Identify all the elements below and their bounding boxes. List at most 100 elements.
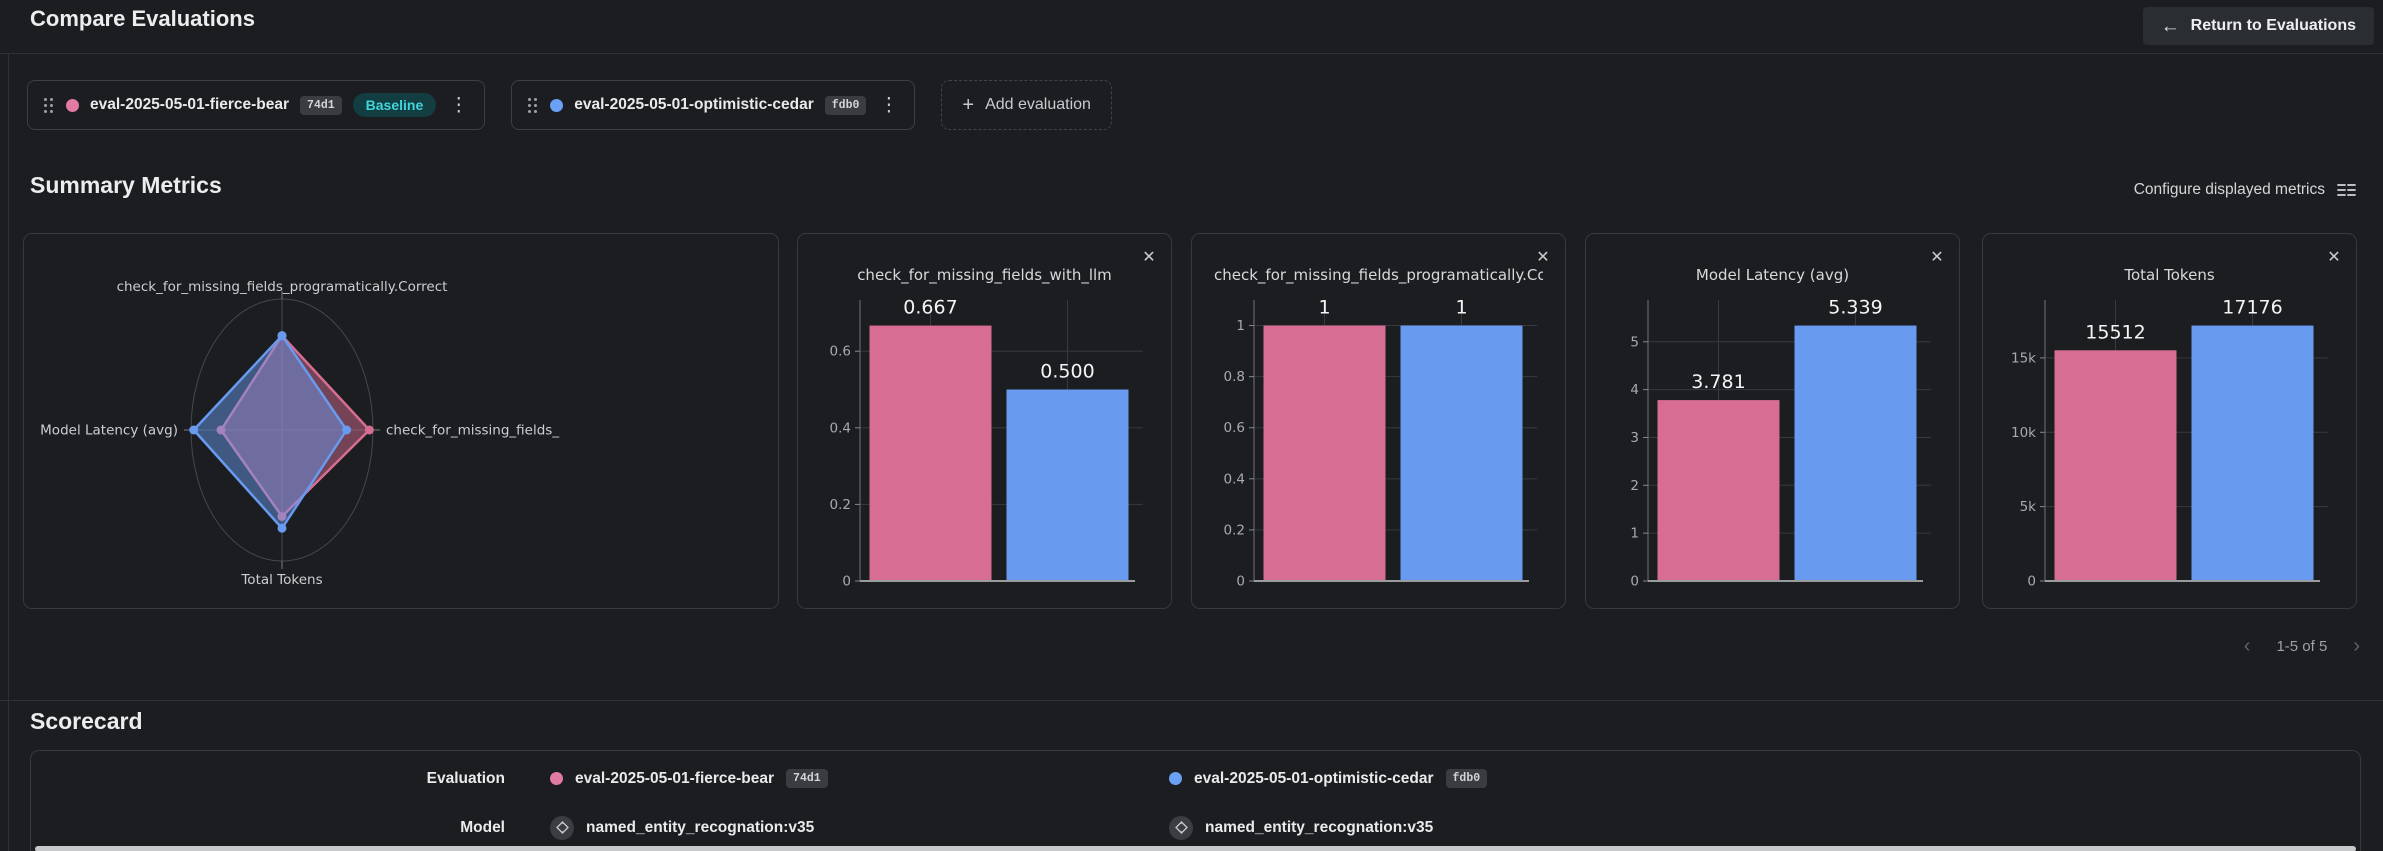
scorecard-model-cell[interactable]: named_entity_recognation:v35 <box>1169 815 1434 840</box>
arrow-left-icon: ← <box>2160 15 2180 37</box>
horizontal-scrollbar[interactable] <box>35 846 2356 851</box>
svg-text:0.500: 0.500 <box>1040 361 1094 383</box>
svg-text:1: 1 <box>1318 297 1330 319</box>
svg-text:1: 1 <box>1630 526 1639 542</box>
left-rail-divider <box>8 53 9 851</box>
eval-hash-badge: 74d1 <box>786 769 828 788</box>
scorecard-model-cell[interactable]: named_entity_recognation:v35 <box>505 815 1169 840</box>
plus-icon: + <box>962 94 975 116</box>
model-icon <box>1169 815 1193 840</box>
svg-text:5k: 5k <box>2020 499 2037 515</box>
svg-text:10k: 10k <box>2011 425 2036 441</box>
eval-hash-badge: 74d1 <box>300 95 342 115</box>
evaluation-pill-baseline[interactable]: eval-2025-05-01-fierce-bear 74d1 Baselin… <box>27 80 486 130</box>
configure-metrics-icon <box>2337 184 2356 196</box>
svg-text:15512: 15512 <box>2085 321 2145 343</box>
return-to-evaluations-button[interactable]: ← Return to Evaluations <box>2142 7 2374 45</box>
chart-title: Model Latency (avg) <box>1695 266 1850 284</box>
scorecard-eval-cell[interactable]: eval-2025-05-01-fierce-bear 74d1 <box>505 769 1169 788</box>
scorecard-eval-cell[interactable]: eval-2025-05-01-optimistic-cedar fdb0 <box>1169 769 1488 788</box>
eval-color-dot <box>550 772 563 785</box>
eval-color-dot <box>1169 772 1182 785</box>
model-name: named_entity_recognation:v35 <box>1205 818 1434 836</box>
summary-card-metric: Total Tokens ✕ 0 5k 10k 15k 15512 17176 <box>1982 233 2357 609</box>
summary-pagination: ‹ 1-5 of 5 › <box>2244 636 2360 656</box>
evaluation-pill-comparison[interactable]: eval-2025-05-01-optimistic-cedar fdb0 ⋮ <box>511 80 916 130</box>
close-icon[interactable]: ✕ <box>1927 248 1947 268</box>
scorecard-divider <box>0 700 2383 701</box>
kebab-menu-icon[interactable]: ⋮ <box>449 94 469 116</box>
svg-text:4: 4 <box>1630 382 1639 398</box>
eval-name: eval-2025-05-01-fierce-bear <box>575 769 775 787</box>
scorecard-row-evaluation: Evaluation eval-2025-05-01-fierce-bear 7… <box>31 754 2360 803</box>
svg-text:check_for_missing_fields_: check_for_missing_fields_ <box>386 423 559 439</box>
scorecard-title: Scorecard <box>30 708 143 734</box>
svg-text:3.781: 3.781 <box>1691 371 1745 393</box>
svg-text:0.2: 0.2 <box>830 497 851 513</box>
svg-text:check_for_missing_fields_progr: check_for_missing_fields_programatically… <box>117 279 448 295</box>
svg-text:5.339: 5.339 <box>1828 297 1882 319</box>
kebab-menu-icon[interactable]: ⋮ <box>879 94 899 116</box>
eval-name: eval-2025-05-01-optimistic-cedar <box>1194 769 1434 787</box>
pagination-label: 1-5 of 5 <box>2276 637 2328 655</box>
chevron-left-icon[interactable]: ‹ <box>2243 635 2251 657</box>
summary-card-radar: check_for_missing_fields_programatically… <box>23 233 779 609</box>
svg-text:0: 0 <box>842 574 851 590</box>
chevron-right-icon[interactable]: › <box>2353 635 2360 657</box>
eval-name: eval-2025-05-01-optimistic-cedar <box>574 96 814 113</box>
svg-text:Model Latency (avg): Model Latency (avg) <box>40 423 178 439</box>
drag-handle-icon[interactable] <box>526 96 539 115</box>
summary-card-metric: Model Latency (avg) ✕ 0 1 2 3 4 5 3.781 5.339 <box>1585 233 1960 609</box>
bar-chart: 0 1 2 3 4 5 3.781 5.339 <box>1630 297 1931 590</box>
eval-color-dot <box>66 98 79 112</box>
bar-chart: 0 5k 10k 15k 15512 17176 <box>2011 297 2328 590</box>
svg-text:0: 0 <box>2027 574 2036 590</box>
svg-text:0.6: 0.6 <box>830 344 851 360</box>
close-icon[interactable]: ✕ <box>2324 248 2344 268</box>
configure-displayed-metrics-button[interactable]: Configure displayed metrics <box>2128 180 2362 200</box>
svg-text:1: 1 <box>1455 297 1467 319</box>
close-icon[interactable]: ✕ <box>1533 248 1553 268</box>
evaluation-pill-row: eval-2025-05-01-fierce-bear 74d1 Baselin… <box>27 80 1112 130</box>
svg-text:15k: 15k <box>2011 350 2036 366</box>
svg-text:0: 0 <box>1630 574 1639 590</box>
svg-text:0: 0 <box>1236 574 1245 590</box>
eval-color-dot <box>550 98 564 112</box>
svg-text:0.6: 0.6 <box>1224 420 1245 436</box>
chart-title: check_for_missing_fields_programatically… <box>1214 266 1543 284</box>
svg-text:0.8: 0.8 <box>1224 369 1245 385</box>
summary-card-metric: check_for_missing_fields_with_llm ✕ 0 0.2… <box>797 233 1172 609</box>
return-button-label: Return to Evaluations <box>2190 17 2356 34</box>
baseline-badge: Baseline <box>352 93 437 117</box>
chart-title: check_for_missing_fields_with_llm <box>857 266 1112 284</box>
eval-hash-badge: fdb0 <box>824 95 867 115</box>
chart-title: Total Tokens <box>2124 266 2215 284</box>
svg-text:1: 1 <box>1236 318 1245 334</box>
bar-chart: 0 0.2 0.4 0.6 0.667 0.500 <box>830 297 1143 590</box>
svg-text:0.4: 0.4 <box>830 420 851 436</box>
svg-text:3: 3 <box>1630 430 1639 446</box>
radar-chart: check_for_missing_fields_programatically… <box>40 279 559 588</box>
add-evaluation-label: Add evaluation <box>985 96 1091 113</box>
close-icon[interactable]: ✕ <box>1139 248 1159 268</box>
svg-text:5: 5 <box>1630 334 1639 350</box>
bar-chart: 0 0.2 0.4 0.6 0.8 1 1 1 <box>1224 297 1537 590</box>
scorecard-table: Evaluation eval-2025-05-01-fierce-bear 7… <box>30 750 2361 851</box>
model-name: named_entity_recognation:v35 <box>586 818 815 836</box>
drag-handle-icon[interactable] <box>42 96 55 115</box>
model-icon <box>550 815 574 840</box>
summary-metrics-title: Summary Metrics <box>30 172 222 198</box>
svg-text:0.2: 0.2 <box>1224 522 1245 538</box>
svg-text:Total Tokens: Total Tokens <box>240 572 322 588</box>
row-label: Evaluation <box>426 769 505 787</box>
eval-hash-badge: fdb0 <box>1445 769 1488 788</box>
row-label: Model <box>460 818 505 836</box>
summary-card-metric: check_for_missing_fields_programatically… <box>1191 233 1566 609</box>
svg-text:0.667: 0.667 <box>903 297 957 319</box>
header-divider <box>0 53 2383 54</box>
svg-text:2: 2 <box>1630 478 1639 494</box>
svg-text:0.4: 0.4 <box>1224 471 1245 487</box>
eval-name: eval-2025-05-01-fierce-bear <box>90 96 290 113</box>
add-evaluation-button[interactable]: + Add evaluation <box>941 80 1112 130</box>
